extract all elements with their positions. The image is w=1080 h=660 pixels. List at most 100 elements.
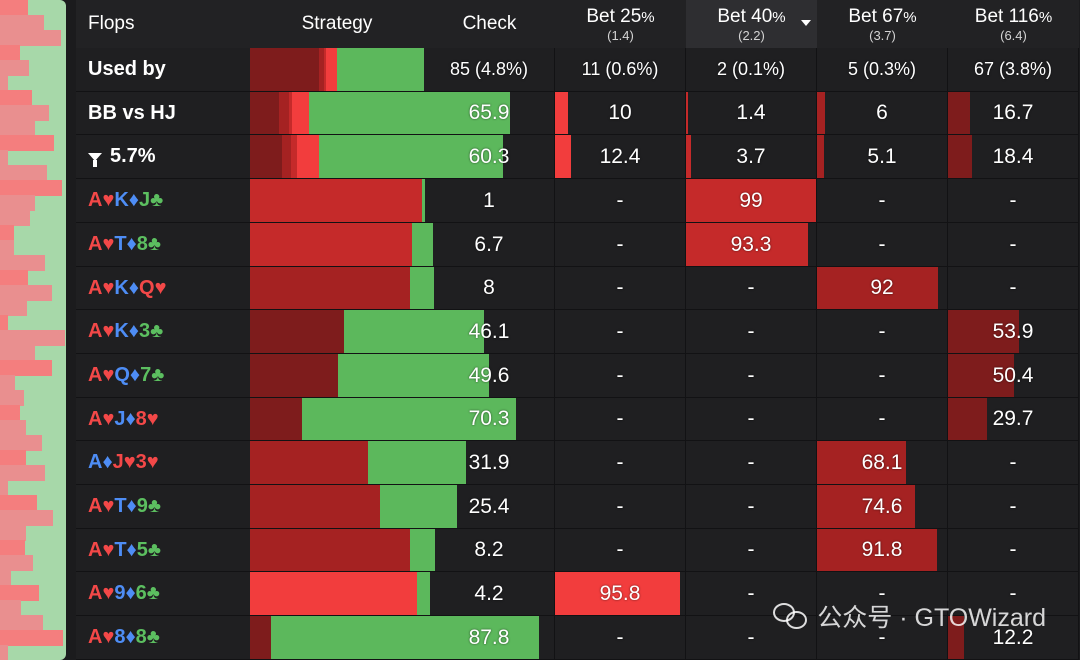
strategy-bar[interactable]: [250, 441, 424, 485]
cell-bet40[interactable]: -: [686, 572, 817, 616]
cell-bet116[interactable]: 53.9: [948, 310, 1079, 354]
cell-bet40[interactable]: -: [686, 485, 817, 529]
column-header-flops[interactable]: Flops: [76, 0, 250, 48]
flop-label[interactable]: A ♥ 9 ♦ 6 ♣: [76, 572, 250, 616]
cell-bet116[interactable]: 67 (3.8%): [948, 48, 1079, 92]
cell-bet40[interactable]: -: [686, 354, 817, 398]
strategy-bar[interactable]: [250, 354, 424, 398]
cell-bet25[interactable]: -: [555, 223, 686, 267]
strategy-bar[interactable]: [250, 616, 424, 660]
cell-bet40[interactable]: -: [686, 441, 817, 485]
strategy-bar[interactable]: [250, 179, 424, 223]
cell-check[interactable]: 85 (4.8%): [424, 48, 555, 92]
cell-bet25[interactable]: 11 (0.6%): [555, 48, 686, 92]
cell-bet40[interactable]: 2 (0.1%): [686, 48, 817, 92]
flop-label[interactable]: A ♥ T ♦ 9 ♣: [76, 485, 250, 529]
cell-bet67[interactable]: 91.8: [817, 529, 948, 572]
column-header-bet116[interactable]: Bet 116% (6.4): [948, 0, 1079, 48]
strategy-bar[interactable]: [250, 572, 424, 616]
cell-bet25[interactable]: -: [555, 616, 686, 660]
cell-bet25[interactable]: -: [555, 310, 686, 354]
cell-bet67[interactable]: 92: [817, 267, 948, 310]
cell-bet40[interactable]: -: [686, 310, 817, 354]
cell-check[interactable]: 46.1: [424, 310, 555, 354]
cell-bet67[interactable]: -: [817, 616, 948, 660]
cell-bet40[interactable]: -: [686, 529, 817, 572]
cell-bet25[interactable]: -: [555, 267, 686, 310]
column-header-bet25[interactable]: Bet 25% (1.4): [555, 0, 686, 48]
cell-bet116[interactable]: -: [948, 572, 1079, 616]
strategy-bar[interactable]: [250, 135, 424, 179]
flop-label[interactable]: A ♥ T ♦ 5 ♣: [76, 529, 250, 572]
cell-bet116[interactable]: -: [948, 267, 1079, 310]
strategy-bar[interactable]: [250, 48, 424, 92]
strategy-bar[interactable]: [250, 529, 424, 572]
cell-bet40[interactable]: -: [686, 267, 817, 310]
cell-check[interactable]: 60.3: [424, 135, 555, 179]
strategy-minimap[interactable]: [0, 0, 66, 660]
flop-label[interactable]: A ♦ J ♥ 3 ♥: [76, 441, 250, 485]
cell-bet67[interactable]: 5 (0.3%): [817, 48, 948, 92]
column-header-check[interactable]: Check: [424, 0, 555, 48]
row-label-filter[interactable]: 5.7%: [76, 135, 250, 179]
cell-bet40[interactable]: 93.3: [686, 223, 817, 267]
cell-bet116[interactable]: -: [948, 485, 1079, 529]
column-header-strategy[interactable]: Strategy: [250, 0, 424, 48]
cell-bet25[interactable]: -: [555, 354, 686, 398]
cell-bet25[interactable]: 10: [555, 92, 686, 135]
cell-check[interactable]: 49.6: [424, 354, 555, 398]
cell-check[interactable]: 25.4: [424, 485, 555, 529]
cell-bet40[interactable]: 1.4: [686, 92, 817, 135]
cell-check[interactable]: 31.9: [424, 441, 555, 485]
cell-bet116[interactable]: -: [948, 223, 1079, 267]
cell-bet25[interactable]: -: [555, 485, 686, 529]
flop-label[interactable]: A ♥ J ♦ 8 ♥: [76, 398, 250, 441]
cell-bet67[interactable]: 5.1: [817, 135, 948, 179]
cell-bet116[interactable]: 50.4: [948, 354, 1079, 398]
cell-bet116[interactable]: 12.2: [948, 616, 1079, 660]
flop-label[interactable]: A ♥ 8 ♦ 8 ♣: [76, 616, 250, 660]
cell-check[interactable]: 1: [424, 179, 555, 223]
cell-bet40[interactable]: -: [686, 398, 817, 441]
cell-bet116[interactable]: -: [948, 529, 1079, 572]
cell-bet67[interactable]: 74.6: [817, 485, 948, 529]
cell-bet67[interactable]: -: [817, 572, 948, 616]
strategy-bar[interactable]: [250, 398, 424, 441]
sort-caret-icon[interactable]: [801, 20, 811, 26]
cell-bet116[interactable]: 18.4: [948, 135, 1079, 179]
cell-check[interactable]: 4.2: [424, 572, 555, 616]
cell-check[interactable]: 65.9: [424, 92, 555, 135]
flop-label[interactable]: A ♥ K ♦ 3 ♣: [76, 310, 250, 354]
strategy-bar[interactable]: [250, 267, 424, 310]
cell-bet116[interactable]: 29.7: [948, 398, 1079, 441]
cell-bet67[interactable]: -: [817, 354, 948, 398]
cell-check[interactable]: 8.2: [424, 529, 555, 572]
cell-check[interactable]: 8: [424, 267, 555, 310]
strategy-bar[interactable]: [250, 310, 424, 354]
cell-bet67[interactable]: -: [817, 223, 948, 267]
cell-bet67[interactable]: -: [817, 179, 948, 223]
strategy-bar[interactable]: [250, 92, 424, 135]
cell-bet40[interactable]: 99: [686, 179, 817, 223]
row-label-used[interactable]: Used by: [76, 48, 250, 92]
cell-bet116[interactable]: 16.7: [948, 92, 1079, 135]
cell-bet116[interactable]: -: [948, 179, 1079, 223]
cell-check[interactable]: 70.3: [424, 398, 555, 441]
flop-label[interactable]: A ♥ Q ♦ 7 ♣: [76, 354, 250, 398]
cell-check[interactable]: 6.7: [424, 223, 555, 267]
cell-bet25[interactable]: -: [555, 529, 686, 572]
cell-bet67[interactable]: 6: [817, 92, 948, 135]
cell-bet67[interactable]: -: [817, 398, 948, 441]
flop-label[interactable]: A ♥ T ♦ 8 ♣: [76, 223, 250, 267]
cell-bet116[interactable]: -: [948, 441, 1079, 485]
cell-bet25[interactable]: -: [555, 398, 686, 441]
cell-bet67[interactable]: 68.1: [817, 441, 948, 485]
cell-bet25[interactable]: -: [555, 441, 686, 485]
cell-bet67[interactable]: -: [817, 310, 948, 354]
column-header-bet67[interactable]: Bet 67% (3.7): [817, 0, 948, 48]
cell-bet40[interactable]: 3.7: [686, 135, 817, 179]
cell-check[interactable]: 87.8: [424, 616, 555, 660]
row-label-range[interactable]: BB vs HJ: [76, 92, 250, 135]
cell-bet25[interactable]: 12.4: [555, 135, 686, 179]
strategy-bar[interactable]: [250, 485, 424, 529]
